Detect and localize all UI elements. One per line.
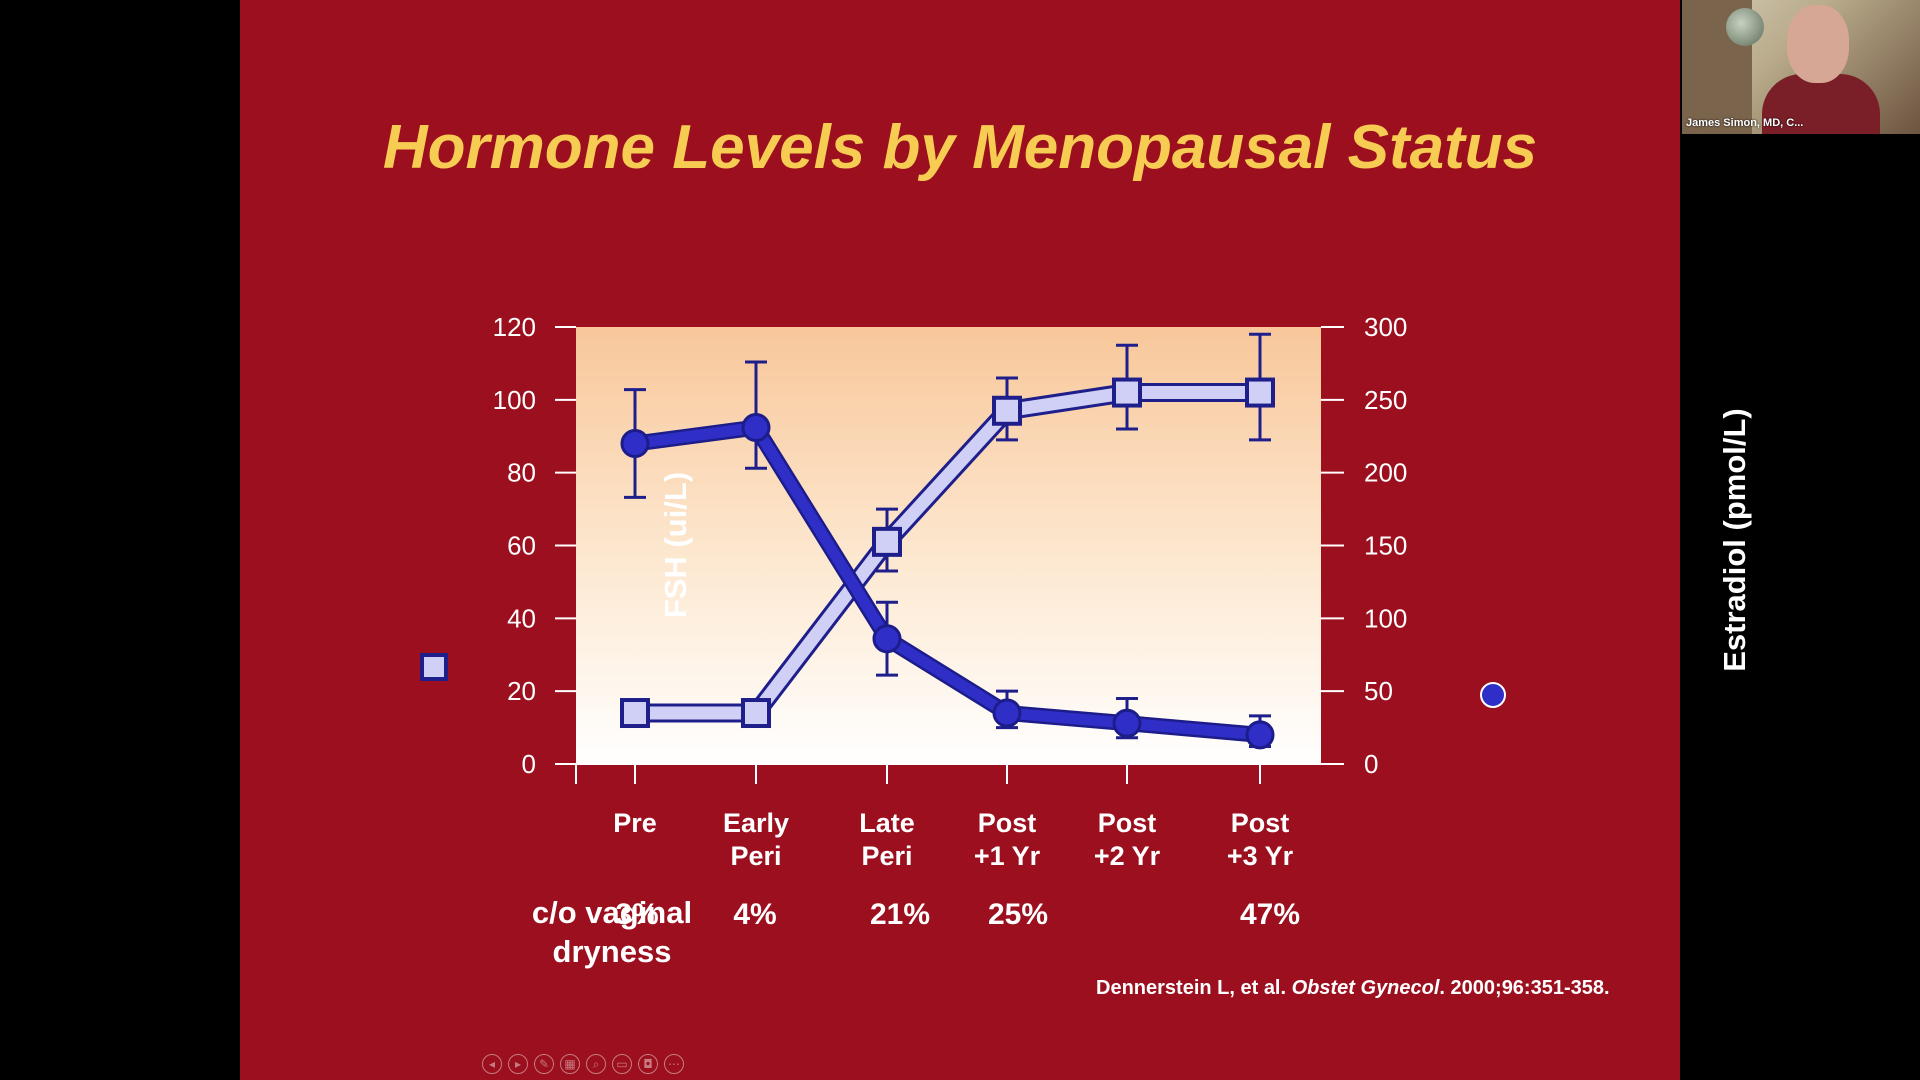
zoom-icon[interactable]: ⌕: [586, 1054, 606, 1074]
citation-journal: Obstet Gynecol: [1291, 977, 1440, 999]
fsh-point: [1112, 377, 1142, 408]
webcam-video: James Simon, MD, C...: [1682, 0, 1920, 134]
fsh-point: [741, 698, 771, 729]
y-right-tick-label: 200: [1364, 458, 1407, 488]
webcam-participant-name: James Simon, MD, C...: [1686, 117, 1804, 129]
fsh-point: [1245, 377, 1275, 408]
estradiol-point: [872, 624, 902, 654]
y-axis-right-title: Estradiol (pmol/L): [1717, 408, 1752, 672]
slideshow-controls: ◂ ▸ ✎ ▦ ⌕ ▭ ◘ ⋯: [482, 1054, 684, 1074]
y-right-tick-label: 250: [1364, 385, 1407, 415]
citation-rest: . 2000;96:351-358.: [1439, 977, 1610, 999]
y-left-tick-label: 40: [507, 603, 536, 633]
fsh-point: [872, 526, 902, 557]
y-left-tick-label: 80: [507, 458, 536, 488]
all-slides-icon[interactable]: ▦: [560, 1054, 580, 1074]
slide: Hormone Levels by Menopausal Status 0 20 4…: [240, 0, 1752, 1080]
estradiol-legend-marker: [1480, 682, 1506, 708]
y-right-tick-label: 0: [1364, 749, 1378, 779]
speaker-body: [1762, 74, 1880, 134]
y-left-tick-label: 20: [507, 676, 536, 706]
y-right-tick-label: 100: [1364, 603, 1407, 633]
slide-title: Hormone Levels by Menopausal Status: [382, 113, 1538, 182]
y-axis-left-title: FSH (ui/L): [658, 471, 693, 619]
vaginal-dryness-label: c/o vaginal dryness: [487, 893, 737, 971]
citation-authors: Dennerstein L, et al.: [1096, 977, 1292, 999]
estradiol-point: [1245, 720, 1275, 750]
x-tick-label-line: Peri: [730, 841, 781, 871]
globe: [1726, 8, 1764, 46]
vaginal-dryness-value: 25%: [987, 898, 1049, 931]
estradiol-line: [634, 422, 1261, 741]
x-tick-label-line: +3 Yr: [1227, 841, 1294, 871]
x-tick-label-line: Pre: [613, 808, 657, 838]
x-tick-label: Late Peri: [859, 808, 915, 871]
fsh-point: [992, 395, 1022, 426]
estradiol-point: [1112, 708, 1142, 738]
speaker-head: [1787, 5, 1849, 83]
x-tick-label-line: Late: [859, 808, 915, 838]
y-left-tick-label: 60: [507, 531, 536, 561]
previous-slide-icon[interactable]: ◂: [482, 1054, 502, 1074]
x-tick-label-line: +1 Yr: [974, 841, 1041, 871]
fsh-line: [635, 386, 1260, 720]
x-tick-label-line: Post: [1231, 808, 1290, 838]
vaginal-dryness-value: 47%: [1239, 898, 1301, 931]
x-tick-label: Post +2 Yr: [1094, 808, 1161, 871]
x-tick-label: Post +1 Yr: [974, 808, 1041, 871]
x-tick-label-line: Peri: [861, 841, 912, 871]
x-tick-label-line: Post: [1098, 808, 1157, 838]
camera-icon[interactable]: ◘: [638, 1054, 658, 1074]
vaginal-dryness-value: 21%: [869, 898, 931, 931]
next-slide-icon[interactable]: ▸: [508, 1054, 528, 1074]
vaginal-dryness-value: 3%: [615, 898, 659, 931]
y-right-tick-label: 300: [1364, 312, 1407, 342]
x-tick-label: Pre: [613, 808, 657, 838]
x-tick-label: Post +3 Yr: [1227, 808, 1294, 871]
y-left-tick-label: 120: [493, 312, 536, 342]
y-left-tick-label: 0: [522, 749, 536, 779]
row-label-line-1: c/o vaginal: [531, 895, 693, 930]
subtitles-icon[interactable]: ▭: [612, 1054, 632, 1074]
x-tick-label-line: +2 Yr: [1094, 841, 1161, 871]
x-tick-label-line: Post: [978, 808, 1037, 838]
row-label-line-2: dryness: [552, 934, 672, 969]
estradiol-point: [620, 429, 650, 459]
estradiol-point: [992, 698, 1022, 728]
x-tick-label-line: Early: [723, 808, 789, 838]
y-right-tick-label: 50: [1364, 676, 1393, 706]
hormone-chart: 0 20 40 60 80 100 120 0 50 100 150 200 250 300 Pre Ear…: [420, 312, 1506, 871]
estradiol-point: [741, 413, 771, 443]
pen-icon[interactable]: ✎: [534, 1054, 554, 1074]
x-tick-label: Early Peri: [723, 808, 789, 871]
citation: Dennerstein L, et al. Obstet Gynecol. 20…: [1096, 977, 1610, 1000]
fsh-point: [620, 698, 650, 729]
fsh-legend-marker: [420, 653, 448, 681]
vaginal-dryness-value: 4%: [733, 898, 777, 931]
y-right-tick-label: 150: [1364, 531, 1407, 561]
y-left-tick-label: 100: [493, 385, 536, 415]
more-options-icon[interactable]: ⋯: [664, 1054, 684, 1074]
